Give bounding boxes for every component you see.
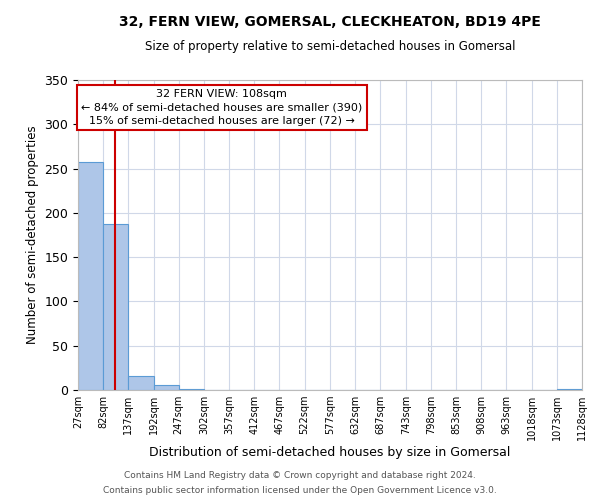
Bar [154, 384, 179, 390]
Y-axis label: Number of semi-detached properties: Number of semi-detached properties [26, 126, 39, 344]
Text: 32, FERN VIEW, GOMERSAL, CLECKHEATON, BD19 4PE: 32, FERN VIEW, GOMERSAL, CLECKHEATON, BD… [119, 15, 541, 29]
Text: Contains HM Land Registry data © Crown copyright and database right 2024.: Contains HM Land Registry data © Crown c… [124, 471, 476, 480]
Bar [78, 162, 103, 390]
Bar [557, 389, 582, 390]
Text: Contains public sector information licensed under the Open Government Licence v3: Contains public sector information licen… [103, 486, 497, 495]
Bar [103, 224, 128, 390]
X-axis label: Distribution of semi-detached houses by size in Gomersal: Distribution of semi-detached houses by … [149, 446, 511, 459]
Bar [128, 376, 154, 390]
Text: 32 FERN VIEW: 108sqm
← 84% of semi-detached houses are smaller (390)
15% of semi: 32 FERN VIEW: 108sqm ← 84% of semi-detac… [81, 90, 362, 126]
Bar [179, 389, 204, 390]
Text: Size of property relative to semi-detached houses in Gomersal: Size of property relative to semi-detach… [145, 40, 515, 53]
